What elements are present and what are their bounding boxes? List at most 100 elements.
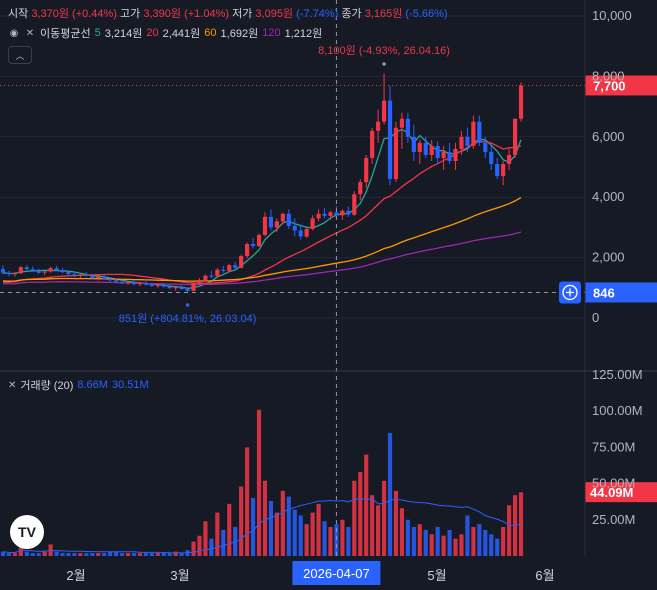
volume-bar	[405, 519, 410, 556]
high-annotation: 8,100원 (-4.93%, 26.04.16)	[318, 44, 450, 57]
candle-body	[447, 151, 452, 161]
low-change: (-7.74%)	[296, 8, 339, 20]
candle-body	[119, 281, 125, 284]
candle-body	[435, 145, 440, 158]
candle-body	[60, 269, 65, 273]
chevron-up-icon: ︿	[15, 50, 25, 61]
volume-bar	[346, 527, 351, 556]
volume-bar	[417, 524, 422, 556]
open-value: 3,370원	[31, 8, 69, 20]
volume-bar	[143, 553, 148, 556]
candle-body	[161, 285, 166, 287]
volume-bar	[459, 534, 464, 556]
candle-body	[346, 210, 351, 215]
volume-bar	[239, 486, 244, 556]
candle-body	[322, 213, 327, 216]
candle-body	[209, 275, 214, 277]
volume-bar	[518, 492, 524, 556]
candle-body	[465, 136, 470, 146]
collapse-legend-button[interactable]: ︿	[8, 46, 32, 64]
candle-body	[179, 287, 184, 290]
volume-bar	[179, 553, 184, 556]
volume-bar	[423, 529, 428, 556]
close-icon[interactable]: ✕	[8, 379, 17, 391]
candle-body	[90, 275, 95, 279]
price-tick-label: 4,000	[592, 189, 625, 204]
volume-bar	[233, 527, 238, 556]
candle-body	[250, 244, 256, 247]
candle-body	[185, 289, 190, 291]
high-marker	[382, 62, 386, 66]
volume-bar	[209, 538, 214, 556]
ma20-period: 20	[146, 27, 159, 39]
volume-bar	[411, 527, 416, 556]
candle-body	[12, 273, 17, 275]
volume-bar	[334, 524, 339, 556]
volume-bar	[465, 515, 470, 556]
volume-bar	[6, 553, 12, 556]
candle-body	[387, 100, 393, 180]
volume-bar	[90, 553, 95, 556]
ma60-line	[2, 197, 522, 282]
candle-body	[30, 269, 35, 271]
volume-legend: ✕ 거래량 (20) 8.66M 30.51M	[8, 377, 149, 393]
volume-bar	[268, 500, 274, 556]
volume-bar	[328, 527, 333, 556]
high-label: 고가	[120, 8, 141, 20]
ma5-period: 5	[94, 27, 101, 39]
volume-bar	[12, 553, 17, 556]
volume-bar	[471, 527, 476, 556]
candle-body	[298, 230, 303, 237]
volume-tick-label: 50.00M	[592, 476, 635, 491]
x-tick-label: 6월	[535, 568, 554, 583]
volume-bar	[447, 529, 452, 556]
volume-bar	[227, 503, 232, 556]
volume-bar	[429, 534, 434, 556]
candle-body	[489, 151, 494, 164]
x-tick-label: 2월	[66, 568, 85, 583]
candle-body	[358, 182, 363, 195]
candle-body	[501, 163, 506, 177]
candle-body	[429, 145, 434, 155]
volume-bar	[36, 553, 41, 556]
volume-bar	[203, 521, 208, 556]
low-annotation: 851원 (+804.81%, 26.03.04)	[119, 312, 257, 325]
volume-bar	[24, 551, 29, 556]
candle-body	[471, 121, 476, 146]
volume-ma-line	[2, 498, 522, 554]
eye-hidden-icon[interactable]: ◉	[9, 27, 19, 39]
candle-body	[518, 85, 524, 119]
candle-body	[191, 283, 196, 291]
candle-body	[381, 100, 387, 122]
volume-bar	[60, 553, 65, 556]
volume-bar	[108, 551, 113, 556]
price-grid	[0, 15, 585, 319]
volume-bar	[173, 551, 178, 556]
volume-bar	[72, 553, 77, 556]
candle-body	[423, 142, 428, 155]
candle-body	[411, 136, 416, 152]
price-tick-label: 2,000	[592, 250, 625, 265]
candle-body	[149, 284, 154, 286]
candle-body	[24, 267, 29, 270]
candle-body	[274, 221, 279, 228]
candle-body	[125, 282, 131, 284]
candle-body	[399, 118, 405, 128]
volume-bar	[387, 432, 393, 556]
volume-bar	[155, 553, 160, 556]
ma-title: 이동평균선	[40, 28, 91, 40]
close-change: (-5.66%)	[405, 8, 448, 20]
candle-body	[256, 234, 262, 247]
volume-bar	[96, 553, 101, 556]
close-icon[interactable]: ✕	[25, 27, 35, 39]
ma20-value: 2,441원	[162, 28, 201, 40]
volume-bar	[441, 535, 446, 556]
crosshair-price-label: 846	[593, 285, 615, 300]
candle-body	[286, 213, 291, 226]
candle-body	[417, 142, 422, 152]
candle-body	[72, 274, 77, 276]
tradingview-logo-icon[interactable]: TV	[10, 515, 44, 549]
volume-bar	[18, 542, 23, 556]
volume-bar	[322, 521, 327, 556]
